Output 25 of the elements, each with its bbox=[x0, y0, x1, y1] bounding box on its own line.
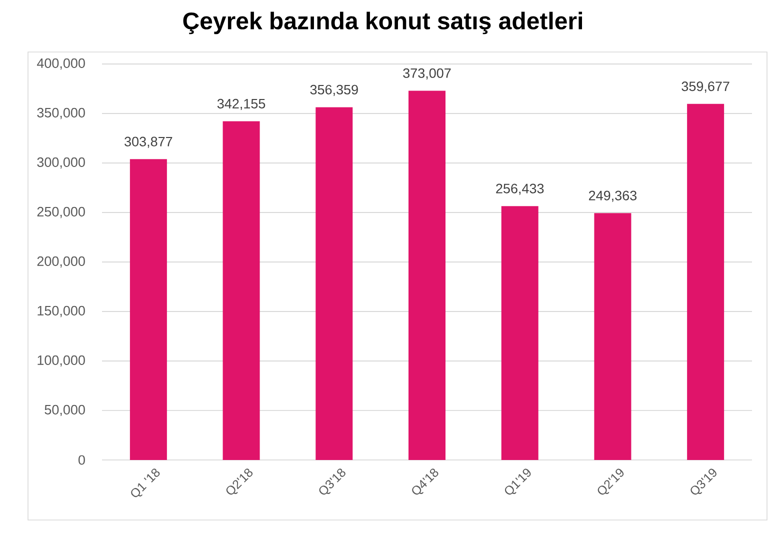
y-tick-label: 250,000 bbox=[37, 206, 85, 218]
data-label: 373,007 bbox=[403, 68, 451, 80]
y-tick-label: 300,000 bbox=[37, 157, 85, 169]
y-tick-label: 400,000 bbox=[36, 58, 85, 70]
y-tick-label: 0 bbox=[78, 455, 85, 465]
data-label: 359,677 bbox=[682, 82, 730, 93]
data-label: 249,363 bbox=[588, 190, 637, 202]
bar bbox=[594, 213, 632, 460]
y-tick-label: 50,000 bbox=[44, 404, 85, 416]
data-label: 256,433 bbox=[496, 184, 544, 195]
bar bbox=[501, 206, 538, 460]
y-tick-label: 150,000 bbox=[38, 306, 85, 318]
bar bbox=[316, 107, 353, 460]
x-tick-label: Q1 '18 bbox=[131, 468, 160, 498]
data-label: 303,877 bbox=[124, 136, 172, 148]
chart-title: Çeyrek bazında konut satış adetleri bbox=[183, 12, 582, 34]
y-tick-label: 200,000 bbox=[37, 256, 85, 268]
data-label: 356,359 bbox=[310, 84, 358, 96]
bar bbox=[222, 121, 260, 460]
bar bbox=[130, 159, 167, 460]
y-tick-label: 100,000 bbox=[38, 355, 85, 367]
bar bbox=[687, 104, 724, 460]
bar bbox=[408, 90, 446, 460]
data-label: 342,155 bbox=[217, 98, 266, 110]
y-tick-label: 350,000 bbox=[37, 108, 85, 120]
